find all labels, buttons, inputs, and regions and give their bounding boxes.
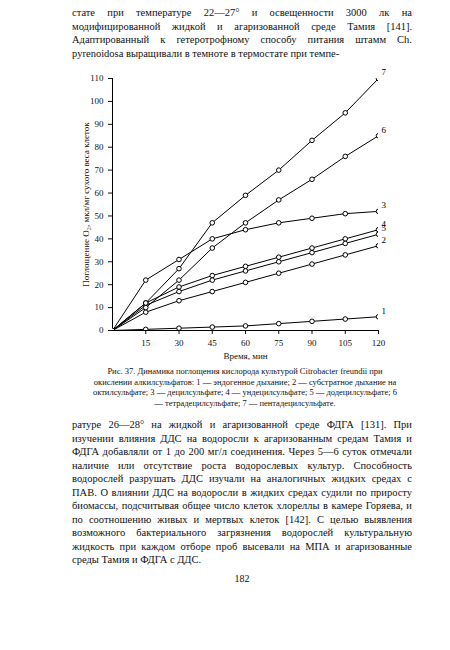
svg-text:90: 90 bbox=[95, 119, 105, 129]
svg-text:Время, мин: Время, мин bbox=[223, 351, 267, 361]
svg-text:45: 45 bbox=[208, 338, 218, 348]
svg-text:3: 3 bbox=[382, 200, 387, 210]
svg-text:50: 50 bbox=[95, 211, 105, 221]
svg-text:15: 15 bbox=[141, 338, 151, 348]
svg-text:105: 105 bbox=[339, 338, 353, 348]
svg-text:20: 20 bbox=[95, 280, 105, 290]
svg-text:30: 30 bbox=[175, 338, 185, 348]
svg-text:7: 7 bbox=[382, 67, 387, 77]
svg-text:30: 30 bbox=[95, 257, 105, 267]
html-text:Рис. 37. Динамика поглощения к: Рис. 37. Динамика поглощения кислорода к… bbox=[92, 366, 398, 408]
svg-text:1: 1 bbox=[382, 306, 387, 316]
svg-text:110: 110 bbox=[90, 73, 104, 83]
svg-text:80: 80 bbox=[95, 142, 105, 152]
svg-text:100: 100 bbox=[90, 96, 104, 106]
html-text:182: 182 bbox=[234, 572, 250, 584]
svg-text:120: 120 bbox=[372, 338, 386, 348]
html-text:стате при температуре 22—27° и: стате при температуре 22—27° и освещенно… bbox=[72, 7, 412, 59]
svg-text:10: 10 bbox=[95, 302, 105, 312]
html-text:ратуре 26—28° на жидкой и агар: ратуре 26—28° на жидкой и агаризованной … bbox=[72, 419, 412, 565]
svg-text:60: 60 bbox=[95, 188, 105, 198]
svg-text:90: 90 bbox=[308, 338, 318, 348]
svg-text:60: 60 bbox=[241, 338, 251, 348]
svg-text:40: 40 bbox=[95, 234, 105, 244]
svg-text:0: 0 bbox=[99, 325, 104, 335]
svg-text:2: 2 bbox=[382, 235, 387, 245]
svg-text:5: 5 bbox=[382, 223, 387, 233]
svg-text:Поглощение O₂, мкл/мг сухого в: Поглощение O₂, мкл/мг сухого веса клеток bbox=[81, 122, 91, 287]
svg-text:6: 6 bbox=[382, 125, 387, 135]
svg-text:75: 75 bbox=[274, 338, 284, 348]
svg-text:70: 70 bbox=[95, 165, 105, 175]
